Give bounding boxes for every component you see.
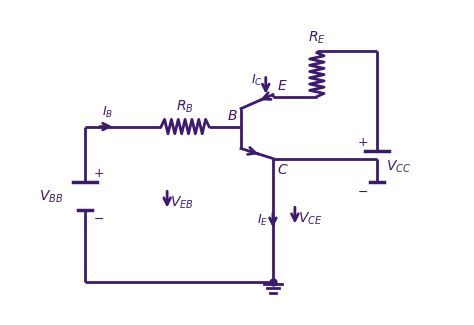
Text: $R_E$: $R_E$	[308, 29, 326, 46]
Text: $R_B$: $R_B$	[176, 99, 194, 115]
Text: $+$: $+$	[357, 136, 368, 149]
Text: $I_B$: $I_B$	[101, 105, 113, 120]
Text: $C$: $C$	[277, 163, 289, 177]
Text: $+$: $+$	[93, 167, 104, 180]
Text: $V_{CE}$: $V_{CE}$	[298, 210, 322, 227]
Text: $I_C$: $I_C$	[251, 73, 263, 88]
Text: $V_{BB}$: $V_{BB}$	[39, 188, 64, 205]
Text: $V_{EB}$: $V_{EB}$	[170, 194, 194, 211]
Text: $-$: $-$	[357, 185, 368, 198]
Text: $-$: $-$	[93, 213, 104, 226]
Text: $E$: $E$	[277, 79, 288, 93]
Text: $V_{CC}$: $V_{CC}$	[385, 158, 410, 175]
Text: $I_E$: $I_E$	[257, 213, 268, 228]
Text: $B$: $B$	[227, 110, 238, 124]
